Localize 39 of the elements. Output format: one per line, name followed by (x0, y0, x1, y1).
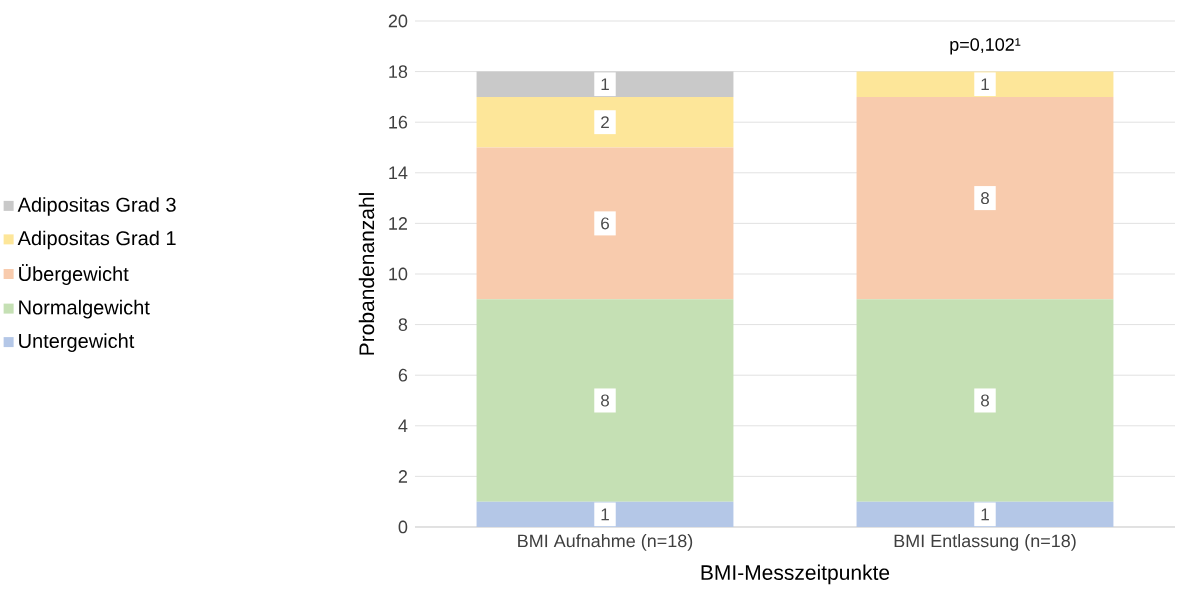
x-tick-label: BMI Aufnahme (n=18) (518, 534, 693, 551)
data-label: 1 (601, 78, 609, 91)
y-tick-label: 0 (398, 520, 408, 534)
bar (476, 147, 734, 300)
data-label: 1 (601, 508, 609, 521)
legend-label: Normalgewicht (19, 299, 150, 319)
y-tick-label: 16 (389, 115, 408, 129)
x-axis-title: BMI-Messzeitpunkte (701, 564, 890, 585)
y-tick-label: 14 (389, 166, 408, 179)
y-tick-label: 4 (398, 419, 408, 432)
annotation: p=0,102¹ (950, 38, 1021, 55)
y-tick-label: 8 (398, 318, 408, 331)
y-tick-label: 12 (389, 217, 408, 230)
y-tick-label: 10 (389, 267, 408, 281)
y-tick-label: 20 (388, 14, 408, 28)
data-label: 2 (601, 116, 609, 129)
data-label: 6 (601, 217, 609, 230)
x-tick-label: BMI Entlassung (n=18) (894, 534, 1076, 551)
bar (476, 71, 734, 97)
data-label: 8 (601, 394, 609, 407)
bar (476, 501, 734, 527)
bar (856, 71, 1114, 97)
data-label: 1 (981, 508, 989, 521)
legend-label: Übergewicht (19, 264, 129, 285)
legend-label: Untergewicht (19, 333, 135, 352)
y-tick-label: 2 (398, 470, 408, 483)
bar (856, 501, 1114, 527)
bar (476, 96, 734, 148)
data-label: 8 (981, 394, 989, 407)
data-label: 8 (981, 192, 989, 205)
bar (476, 299, 734, 502)
bar (856, 299, 1114, 502)
y-tick-label: 6 (398, 368, 408, 382)
bar (856, 96, 1114, 300)
y-tick-label: 18 (389, 65, 408, 78)
legend-label: Adipositas Grad 3 (17, 197, 176, 216)
legend-label: Adipositas Grad 1 (17, 230, 176, 250)
y-axis-title: Probandenanzahl (358, 193, 375, 355)
data-label: 1 (981, 78, 989, 91)
